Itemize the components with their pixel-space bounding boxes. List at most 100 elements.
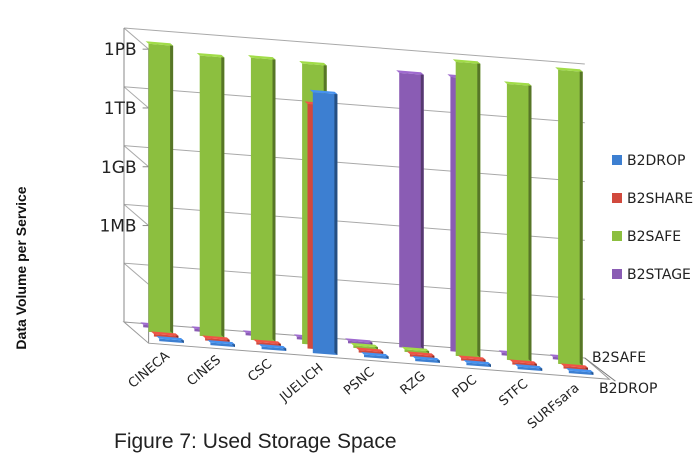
- bar-front: [399, 72, 424, 350]
- zero-marker: [207, 340, 235, 347]
- bar-top: [253, 339, 281, 344]
- bar-top: [299, 61, 327, 66]
- bar: [504, 81, 532, 362]
- bar-front: [312, 92, 338, 356]
- bar-front: [348, 340, 373, 346]
- bar-side: [272, 57, 276, 342]
- bar-front: [563, 366, 588, 371]
- bar-top: [396, 70, 424, 75]
- bar-top: [355, 347, 384, 352]
- bar-front: [261, 346, 287, 351]
- depth-axis: [584, 357, 616, 382]
- bar-front: [353, 345, 378, 350]
- bar-top: [350, 342, 378, 348]
- zero-marker: [458, 355, 486, 363]
- floor: [122, 321, 611, 380]
- zero-marker: [355, 347, 384, 355]
- legend-swatch: [612, 231, 622, 241]
- bar-front: [199, 55, 225, 338]
- bar-top: [514, 364, 543, 369]
- bar-top: [504, 81, 532, 86]
- zero-marker: [361, 352, 389, 359]
- bar: [196, 53, 225, 338]
- zero-marker: [350, 342, 378, 350]
- bar-top: [361, 352, 389, 357]
- zero-marker: [514, 364, 543, 371]
- bar-front: [210, 342, 235, 347]
- zero-marker: [412, 356, 440, 363]
- bar-top: [258, 344, 287, 349]
- category-label: CSC: [245, 357, 275, 385]
- bar-side: [170, 43, 174, 334]
- bar-top: [565, 368, 594, 373]
- figure-caption: Figure 7: Used Storage Space: [114, 430, 397, 453]
- bar-top: [452, 59, 481, 64]
- zero-marker: [258, 344, 287, 351]
- bar-top: [345, 338, 373, 343]
- category-label: STFC: [496, 377, 531, 410]
- category-label: PSNC: [341, 365, 377, 399]
- zero-marker: [565, 368, 594, 375]
- bar-side: [334, 91, 338, 355]
- y-axis-label: Data Volume per Service: [13, 186, 29, 349]
- zero-marker: [463, 360, 491, 367]
- bar-front: [512, 362, 537, 367]
- bar-front: [153, 334, 179, 339]
- legend-label: B2DROP: [627, 153, 685, 169]
- gridline-side: [123, 27, 149, 50]
- gridline-side: [123, 145, 149, 168]
- bar-top: [196, 53, 225, 58]
- bar: [145, 41, 174, 334]
- bar-front: [256, 342, 281, 347]
- bar-top: [463, 360, 491, 365]
- bar-front: [409, 354, 435, 359]
- bar-top: [150, 331, 179, 336]
- bar-top: [309, 89, 338, 95]
- bar: [452, 59, 481, 358]
- bar-side: [420, 72, 424, 350]
- zero-marker: [406, 351, 435, 359]
- bar-front: [404, 349, 430, 354]
- gridline-side: [123, 204, 149, 226]
- bar: [309, 89, 338, 356]
- bar-front: [568, 370, 594, 375]
- category-label: JUELICH: [277, 361, 327, 406]
- zero-marker: [509, 359, 537, 367]
- category-label: SURFsara: [525, 381, 582, 433]
- bar-front: [205, 338, 230, 343]
- bar-front: [558, 69, 583, 366]
- zero-marker: [156, 336, 184, 343]
- bar-side: [477, 61, 481, 358]
- y-tick-label: 1TB: [104, 99, 137, 119]
- zero-marker: [401, 346, 430, 354]
- y-tick-label: 1PB: [104, 40, 137, 60]
- legend-swatch: [612, 155, 622, 165]
- legend-swatch: [612, 269, 622, 279]
- bar-top: [412, 356, 440, 361]
- category-label: CINECA: [126, 349, 173, 392]
- zero-marker: [560, 363, 588, 371]
- gridline-side: [123, 262, 149, 285]
- category-label: CINES: [184, 353, 224, 390]
- bar-top: [401, 346, 430, 352]
- bar-side: [221, 54, 225, 338]
- zero-marker: [150, 331, 179, 339]
- zero-marker: [345, 338, 373, 346]
- bar-front: [506, 83, 532, 362]
- y-tick-label: 1GB: [101, 158, 137, 178]
- legend-label: B2SAFE: [627, 229, 681, 245]
- bar-top: [555, 67, 583, 72]
- legend-label: B2STAGE: [627, 267, 691, 283]
- bar-top: [560, 363, 588, 368]
- gridline-side: [123, 86, 149, 109]
- category-label: RZG: [398, 369, 429, 398]
- bar-front: [148, 43, 174, 334]
- bar-front: [364, 354, 389, 359]
- bar: [396, 70, 424, 350]
- legend-swatch: [612, 193, 622, 203]
- bar-top: [202, 335, 230, 340]
- depth-label: B2DROP: [599, 381, 657, 397]
- gridline: [123, 27, 585, 65]
- bar: [248, 55, 276, 342]
